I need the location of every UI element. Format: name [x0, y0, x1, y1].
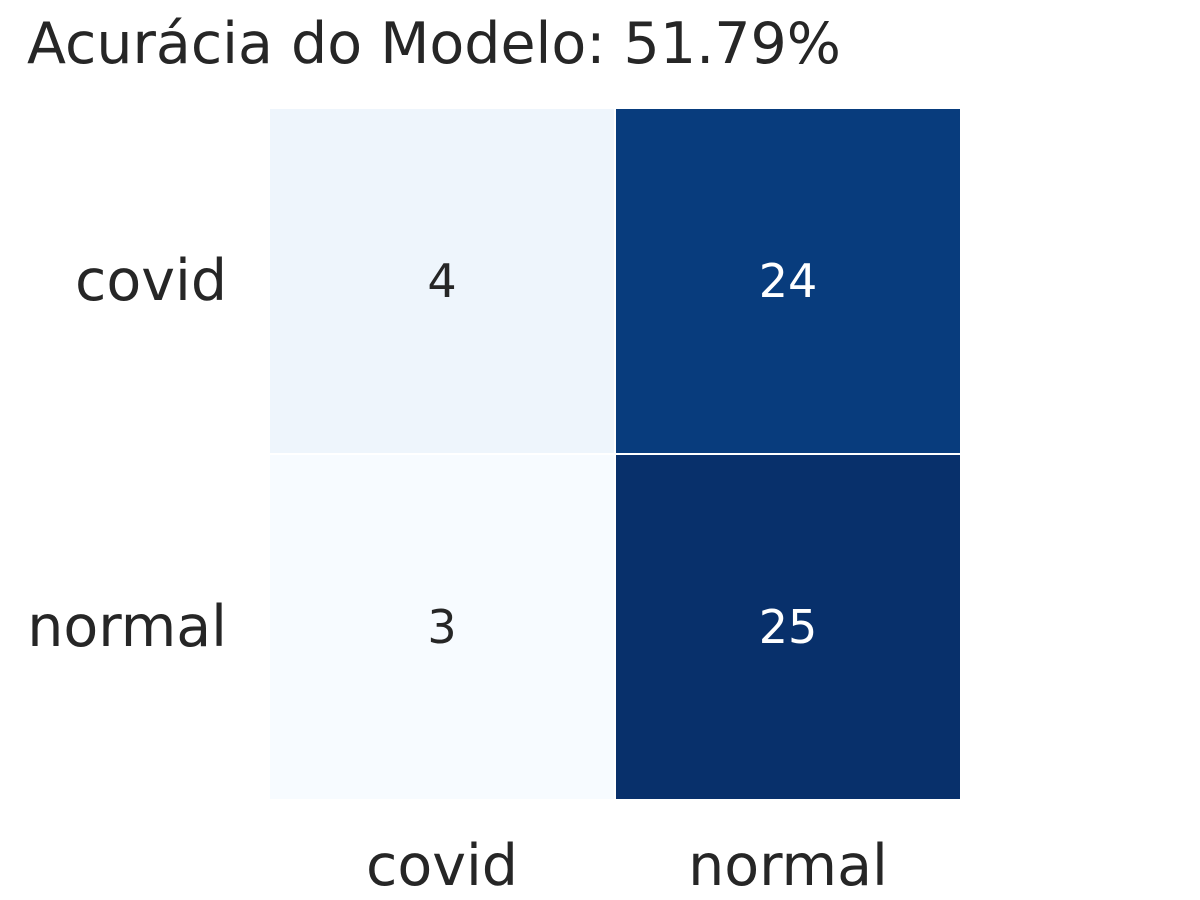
cell-value-label: 3 [427, 600, 456, 654]
heatmap-cells [268, 107, 962, 801]
heatmap-cell-normal-covid [268, 453, 616, 801]
cell-value-label: 4 [427, 254, 456, 308]
y-tick-labels: covid normal [27, 248, 227, 660]
cell-value-label: 24 [759, 254, 818, 308]
heatmap-cell-covid-covid [268, 107, 616, 455]
cell-value-label: 25 [759, 600, 818, 654]
y-tick-label-normal: normal [27, 594, 227, 660]
heatmap-cell-normal-normal [614, 453, 962, 801]
x-tick-label-covid: covid [366, 833, 518, 899]
x-tick-label-normal: normal [688, 833, 888, 899]
heatmap-cell-labels: 4 24 3 25 [427, 254, 817, 654]
chart-title: Acurácia do Modelo: 51.79% [27, 11, 841, 77]
x-tick-labels: covid normal [366, 833, 888, 899]
heatmap-cell-covid-normal [614, 107, 962, 455]
y-tick-label-covid: covid [75, 248, 227, 314]
